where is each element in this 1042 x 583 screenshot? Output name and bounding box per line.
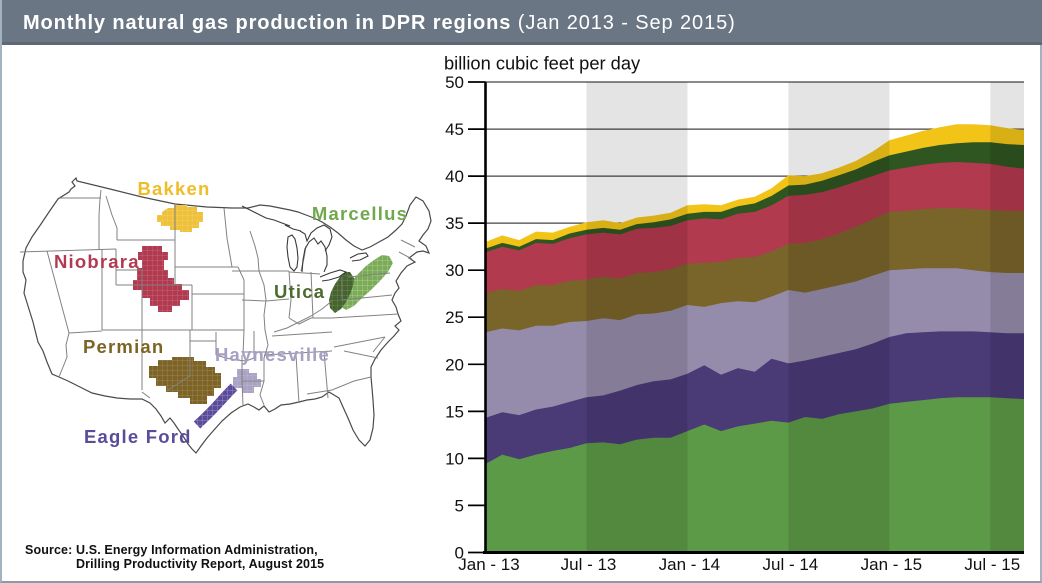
svg-text:Bakken: Bakken [137, 178, 210, 199]
svg-text:25: 25 [445, 308, 464, 327]
svg-text:billion cubic feet per day: billion cubic feet per day [444, 53, 641, 74]
svg-text:Jan - 14: Jan - 14 [659, 555, 720, 574]
svg-text:Niobrara: Niobrara [54, 251, 140, 272]
svg-text:5: 5 [455, 496, 464, 515]
svg-text:Haynesville: Haynesville [215, 344, 330, 365]
svg-text:Utica: Utica [274, 281, 325, 302]
svg-text:20: 20 [445, 355, 464, 374]
svg-text:35: 35 [445, 214, 464, 233]
svg-text:10: 10 [445, 449, 464, 468]
svg-text:0: 0 [455, 544, 464, 563]
svg-text:Jul - 14: Jul - 14 [763, 555, 819, 574]
svg-text:15: 15 [445, 402, 464, 421]
svg-text:Jul - 15: Jul - 15 [964, 555, 1020, 574]
svg-text:Eagle Ford: Eagle Ford [84, 426, 192, 447]
svg-text:30: 30 [445, 261, 464, 280]
svg-text:Marcellus: Marcellus [312, 203, 408, 224]
svg-text:Jul - 13: Jul - 13 [561, 555, 617, 574]
svg-text:Permian: Permian [83, 336, 164, 357]
svg-text:Jan - 15: Jan - 15 [861, 555, 922, 574]
svg-text:45: 45 [445, 120, 464, 139]
svg-text:Jan - 13: Jan - 13 [458, 555, 519, 574]
svg-text:40: 40 [445, 167, 464, 186]
svg-text:50: 50 [445, 73, 464, 92]
